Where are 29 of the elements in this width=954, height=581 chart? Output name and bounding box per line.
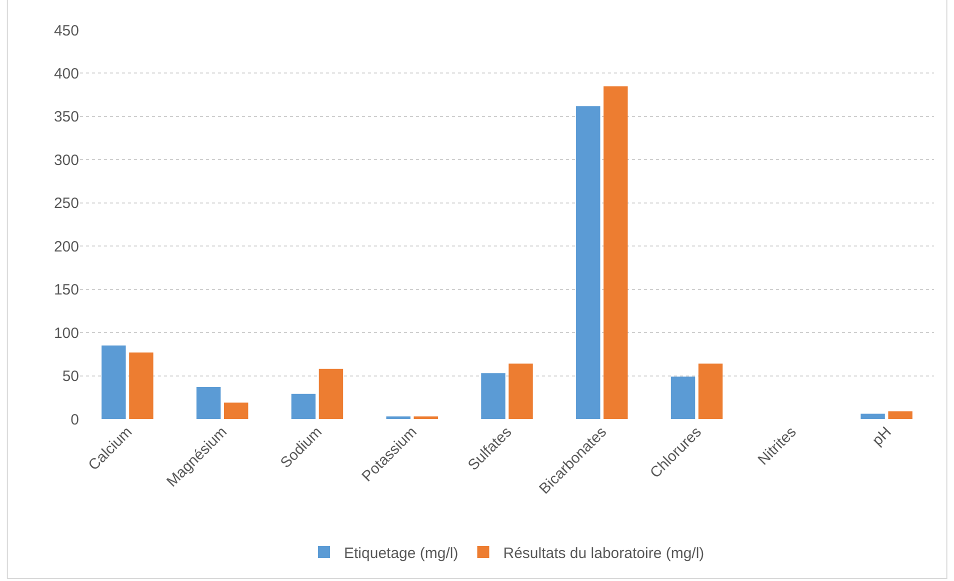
bar <box>414 416 438 419</box>
y-tick-label: 250 <box>54 195 79 212</box>
y-tick-label: 0 <box>70 411 79 428</box>
y-tick-label: 100 <box>54 324 79 342</box>
legend-label: Etiquetage (mg/l) <box>344 544 458 562</box>
bar <box>386 416 410 419</box>
bar <box>102 346 126 419</box>
bar <box>291 394 316 419</box>
legend-label: Résultats du laboratoire (mg/l) <box>503 544 704 562</box>
bar <box>224 402 248 419</box>
x-tick-label: pH <box>869 424 895 450</box>
y-tick-label: 200 <box>54 238 79 256</box>
bar <box>318 368 344 419</box>
y-tick-label: 300 <box>54 152 79 169</box>
y-tick-label: 50 <box>62 368 79 386</box>
y-tick-label: 400 <box>54 65 79 82</box>
bar <box>481 373 506 419</box>
bar <box>698 364 723 419</box>
bar <box>508 364 533 419</box>
bar <box>888 411 912 419</box>
bar <box>860 414 885 419</box>
bar <box>604 86 628 419</box>
bar <box>670 376 696 419</box>
y-tick-label: 450 <box>54 22 79 40</box>
y-tick-label: 150 <box>54 282 79 299</box>
bar <box>129 352 154 419</box>
bar <box>196 387 221 419</box>
bar <box>576 106 600 419</box>
y-tick-label: 350 <box>54 108 79 126</box>
